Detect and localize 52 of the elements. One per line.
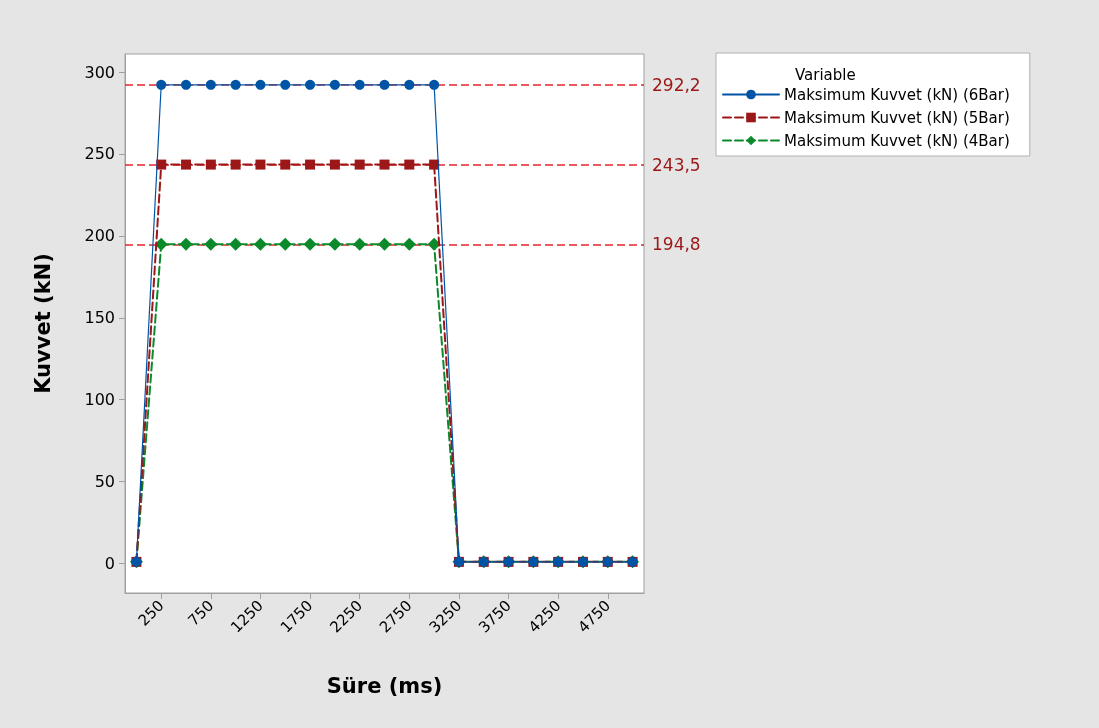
point [305, 159, 316, 170]
point [230, 159, 241, 170]
point [354, 159, 365, 170]
point [204, 237, 218, 251]
point [379, 159, 390, 170]
y-axis-title: Kuvvet (kN) [30, 253, 55, 394]
point [229, 237, 243, 251]
point [402, 237, 416, 251]
ref-line-label: 194,8 [652, 234, 701, 255]
point [379, 79, 390, 90]
point [156, 79, 167, 90]
ref-line-label: 243,5 [652, 154, 701, 175]
point [328, 237, 342, 251]
point [255, 159, 266, 170]
point [154, 237, 168, 251]
point [278, 237, 292, 251]
point [181, 79, 192, 90]
point [255, 79, 266, 90]
point [404, 79, 415, 90]
legend-label: Maksimum Kuvvet (kN) (5Bar) [784, 108, 1010, 127]
point [230, 79, 241, 90]
legend-label: Maksimum Kuvvet (kN) (6Bar) [784, 85, 1010, 104]
y-tick-label: 250 [84, 144, 115, 164]
y-tick-label: 150 [84, 308, 115, 328]
point [329, 159, 340, 170]
point [280, 159, 291, 170]
x-tick-label: 750 [184, 596, 218, 630]
legend-label: Maksimum Kuvvet (kN) (4Bar) [784, 131, 1010, 150]
point [427, 237, 441, 251]
point [179, 237, 193, 251]
x-tick-label: 250 [134, 596, 168, 630]
point [305, 79, 316, 90]
y-tick-label: 50 [94, 472, 115, 492]
point [353, 237, 367, 251]
point [280, 79, 291, 90]
point [329, 79, 340, 90]
point [404, 159, 415, 170]
point [354, 79, 365, 90]
point [205, 159, 216, 170]
ref-line-label: 292,2 [652, 74, 701, 95]
legend-title: Variable [795, 65, 856, 84]
y-tick-label: 300 [84, 62, 115, 82]
y-tick-label: 200 [84, 226, 115, 246]
point [253, 237, 267, 251]
x-axis-title: Süre (ms) [326, 673, 443, 698]
point [378, 237, 391, 251]
y-tick-label: 100 [84, 390, 115, 410]
point [205, 79, 216, 90]
y-tick-label: 0 [104, 554, 115, 574]
point [429, 79, 440, 90]
point [181, 159, 192, 170]
point [303, 237, 317, 251]
